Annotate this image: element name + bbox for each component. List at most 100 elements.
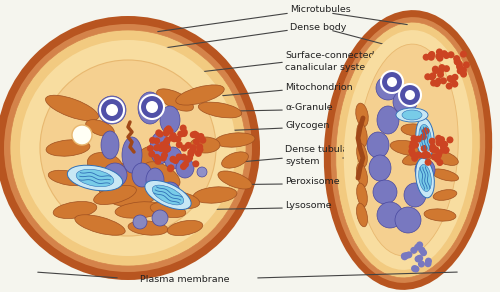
Circle shape bbox=[181, 129, 188, 136]
Ellipse shape bbox=[68, 165, 122, 191]
Circle shape bbox=[441, 50, 448, 57]
Circle shape bbox=[185, 142, 192, 149]
Circle shape bbox=[133, 215, 147, 229]
Circle shape bbox=[189, 147, 196, 154]
Circle shape bbox=[399, 84, 421, 106]
Circle shape bbox=[418, 260, 425, 267]
Text: Glycogen: Glycogen bbox=[285, 121, 330, 131]
Ellipse shape bbox=[356, 163, 368, 187]
Circle shape bbox=[147, 145, 154, 152]
Ellipse shape bbox=[402, 110, 422, 120]
Ellipse shape bbox=[176, 158, 194, 178]
Circle shape bbox=[195, 150, 202, 157]
Circle shape bbox=[442, 146, 450, 153]
Ellipse shape bbox=[404, 183, 426, 207]
Circle shape bbox=[425, 258, 432, 265]
Ellipse shape bbox=[419, 124, 431, 152]
Text: α-Granule: α-Granule bbox=[285, 103, 333, 112]
Circle shape bbox=[452, 74, 458, 81]
Ellipse shape bbox=[356, 203, 368, 227]
Circle shape bbox=[424, 73, 432, 80]
Circle shape bbox=[420, 249, 427, 256]
Circle shape bbox=[184, 156, 191, 163]
Ellipse shape bbox=[336, 22, 480, 278]
Circle shape bbox=[432, 146, 440, 153]
Ellipse shape bbox=[94, 185, 136, 205]
Circle shape bbox=[198, 133, 204, 140]
Ellipse shape bbox=[46, 140, 90, 156]
Ellipse shape bbox=[144, 162, 180, 188]
Ellipse shape bbox=[46, 95, 98, 121]
Circle shape bbox=[414, 256, 422, 263]
Circle shape bbox=[463, 61, 470, 68]
Circle shape bbox=[430, 79, 437, 86]
Circle shape bbox=[454, 57, 461, 64]
Circle shape bbox=[72, 125, 92, 145]
Ellipse shape bbox=[424, 209, 456, 221]
Ellipse shape bbox=[76, 169, 114, 187]
Circle shape bbox=[170, 156, 176, 163]
Circle shape bbox=[435, 78, 442, 85]
Circle shape bbox=[440, 143, 447, 150]
Circle shape bbox=[197, 167, 207, 177]
Circle shape bbox=[422, 151, 430, 158]
Circle shape bbox=[436, 159, 444, 166]
Circle shape bbox=[440, 77, 447, 84]
Ellipse shape bbox=[390, 140, 426, 156]
Circle shape bbox=[411, 265, 418, 272]
Ellipse shape bbox=[132, 163, 152, 187]
Circle shape bbox=[456, 60, 463, 67]
Circle shape bbox=[456, 63, 463, 70]
Ellipse shape bbox=[433, 190, 457, 200]
Circle shape bbox=[416, 241, 423, 248]
Circle shape bbox=[156, 131, 164, 138]
Circle shape bbox=[154, 144, 162, 151]
Circle shape bbox=[443, 65, 450, 72]
Ellipse shape bbox=[331, 17, 485, 283]
Ellipse shape bbox=[358, 44, 458, 256]
Circle shape bbox=[449, 77, 456, 84]
Circle shape bbox=[160, 154, 167, 161]
Circle shape bbox=[190, 131, 196, 138]
Circle shape bbox=[186, 154, 193, 161]
Ellipse shape bbox=[160, 182, 180, 202]
Circle shape bbox=[440, 147, 447, 154]
Ellipse shape bbox=[395, 207, 421, 233]
Circle shape bbox=[160, 141, 166, 148]
Circle shape bbox=[387, 77, 397, 87]
Circle shape bbox=[163, 139, 170, 146]
Circle shape bbox=[411, 155, 418, 162]
Circle shape bbox=[146, 101, 158, 113]
Circle shape bbox=[196, 146, 203, 153]
Ellipse shape bbox=[145, 180, 191, 210]
Circle shape bbox=[193, 132, 200, 139]
Circle shape bbox=[176, 153, 182, 160]
Circle shape bbox=[438, 136, 445, 143]
Circle shape bbox=[431, 154, 438, 160]
Circle shape bbox=[435, 152, 442, 159]
Circle shape bbox=[460, 71, 467, 78]
Ellipse shape bbox=[160, 191, 200, 208]
Circle shape bbox=[405, 90, 415, 100]
Circle shape bbox=[428, 138, 436, 145]
Circle shape bbox=[153, 154, 160, 161]
Ellipse shape bbox=[137, 145, 173, 165]
Circle shape bbox=[149, 137, 156, 144]
Circle shape bbox=[424, 159, 432, 166]
Ellipse shape bbox=[432, 169, 458, 181]
Circle shape bbox=[193, 138, 200, 145]
Circle shape bbox=[192, 131, 198, 138]
Circle shape bbox=[429, 143, 436, 150]
Circle shape bbox=[453, 55, 460, 62]
Circle shape bbox=[172, 157, 179, 164]
Circle shape bbox=[162, 146, 169, 153]
Ellipse shape bbox=[128, 221, 168, 235]
Circle shape bbox=[410, 140, 416, 147]
Ellipse shape bbox=[138, 92, 162, 124]
Ellipse shape bbox=[4, 24, 252, 272]
Circle shape bbox=[164, 145, 171, 152]
Circle shape bbox=[167, 165, 174, 172]
Circle shape bbox=[174, 136, 182, 143]
Circle shape bbox=[180, 154, 187, 161]
Circle shape bbox=[434, 80, 440, 87]
